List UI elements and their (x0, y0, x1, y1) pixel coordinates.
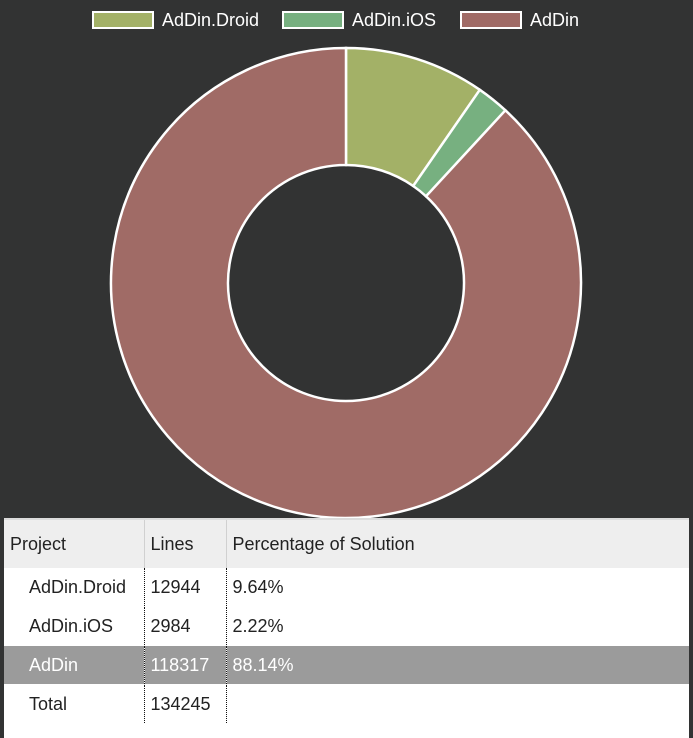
legend-label: AdDin.Droid (162, 10, 260, 30)
legend-swatch (460, 11, 522, 29)
chart-area: AdDin.Droid AdDin.iOS AdDin (0, 0, 693, 518)
table-header-row: Project Lines Percentage of Solution (4, 520, 689, 568)
cell-lines: 2984 (144, 606, 227, 646)
table-row[interactable]: AdDin.iOS 2984 2.22% (4, 606, 689, 646)
legend-swatch (92, 11, 154, 29)
cell-project: AdDin.iOS (4, 606, 145, 646)
donut-chart (109, 46, 583, 518)
legend-item-addin[interactable]: AdDin (460, 9, 579, 31)
legend-label: AdDin (530, 10, 580, 30)
cell-lines: 118317 (144, 645, 227, 685)
table-row[interactable]: AdDin.Droid 12944 9.64% (4, 568, 689, 607)
stats-table-container: Project Lines Percentage of Solution AdD… (4, 518, 689, 738)
cell-percent: 2.22% (226, 606, 689, 646)
column-header-project[interactable]: Project (4, 520, 145, 568)
column-header-percentage[interactable]: Percentage of Solution (226, 520, 689, 568)
cell-project: Total (4, 684, 145, 724)
cell-percent (226, 684, 689, 724)
chart-legend: AdDin.Droid AdDin.iOS AdDin (0, 0, 693, 40)
legend-swatch (282, 11, 344, 29)
cell-percent: 9.64% (226, 568, 689, 607)
legend-item-addin-droid[interactable]: AdDin.Droid (92, 9, 259, 31)
table-row[interactable]: AdDin 118317 88.14% (4, 645, 689, 685)
stats-table: Project Lines Percentage of Solution AdD… (4, 520, 689, 724)
legend-item-addin-ios[interactable]: AdDin.iOS (282, 9, 436, 31)
donut-slice-addin[interactable] (109, 46, 583, 518)
cell-percent: 88.14% (226, 645, 689, 685)
cell-project: AdDin (4, 645, 145, 685)
table-row[interactable]: Total 134245 (4, 684, 689, 724)
cell-project: AdDin.Droid (4, 568, 145, 607)
legend-label: AdDin.iOS (352, 10, 437, 30)
cell-lines: 134245 (144, 684, 227, 724)
column-header-lines[interactable]: Lines (144, 520, 227, 568)
cell-lines: 12944 (144, 568, 227, 607)
